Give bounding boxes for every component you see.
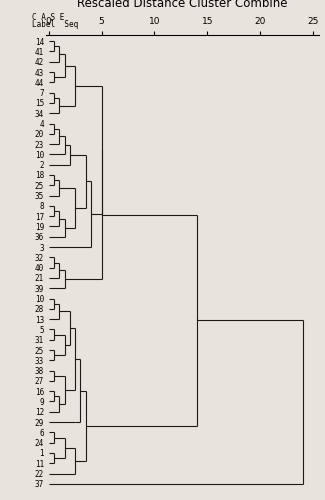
Text: C A S E: C A S E <box>32 12 65 22</box>
Title: Rescaled Distance Cluster Combine: Rescaled Distance Cluster Combine <box>77 0 287 10</box>
Text: Label  Seq: Label Seq <box>32 20 79 29</box>
